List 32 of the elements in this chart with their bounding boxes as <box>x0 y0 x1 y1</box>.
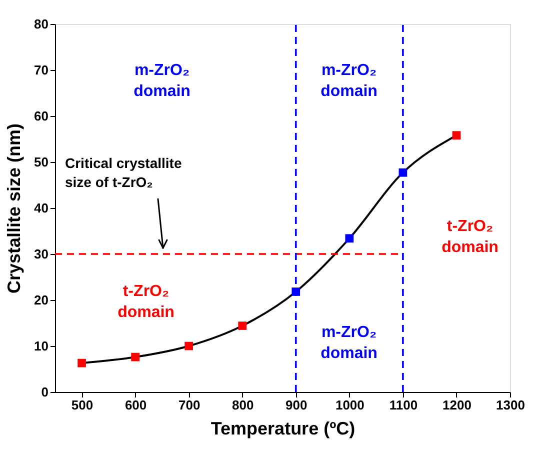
x-tick-label: 1000 <box>335 398 364 412</box>
y-tick-label: 60 <box>34 108 48 124</box>
x-tick-label: 700 <box>178 398 200 412</box>
annotation: m-ZrO₂ domain <box>320 62 378 100</box>
y-tick-label: 10 <box>34 338 48 354</box>
y-tick-label: 20 <box>34 292 48 308</box>
annotation: m-ZrO₂ domain <box>320 324 378 362</box>
x-tick-label: 900 <box>286 398 308 412</box>
point <box>238 322 247 330</box>
x-tick-label: 800 <box>232 398 254 412</box>
y-tick-label: 50 <box>34 154 48 170</box>
x-axis-title: Temperature (ºC) <box>210 418 356 438</box>
y-tick-label: 40 <box>34 200 48 216</box>
x-tick-label: 1100 <box>389 398 418 412</box>
y-axis-title: Crystallite size (nm) <box>4 123 24 294</box>
y-tick-label: 30 <box>34 246 48 262</box>
x-tick-label: 600 <box>124 398 147 412</box>
annotation: m-ZrO₂ domain <box>134 62 190 100</box>
x-tick-label: 1300 <box>496 398 525 412</box>
annotation: t-ZrO₂ domain <box>118 283 174 321</box>
point <box>184 342 194 350</box>
annotation: t-ZrO₂ domain <box>442 218 498 256</box>
x-tick-label: 500 <box>71 398 94 412</box>
y-tick-label: 80 <box>34 16 48 32</box>
y-tick-label: 0 <box>41 384 48 400</box>
point <box>131 352 140 362</box>
y-tick-label: 70 <box>34 62 48 78</box>
point <box>78 358 86 368</box>
x-tick-label: 1200 <box>442 398 472 412</box>
point <box>452 131 461 140</box>
annotation: Critical crystallite size of t-ZrO₂ <box>65 155 182 190</box>
point <box>345 234 354 243</box>
